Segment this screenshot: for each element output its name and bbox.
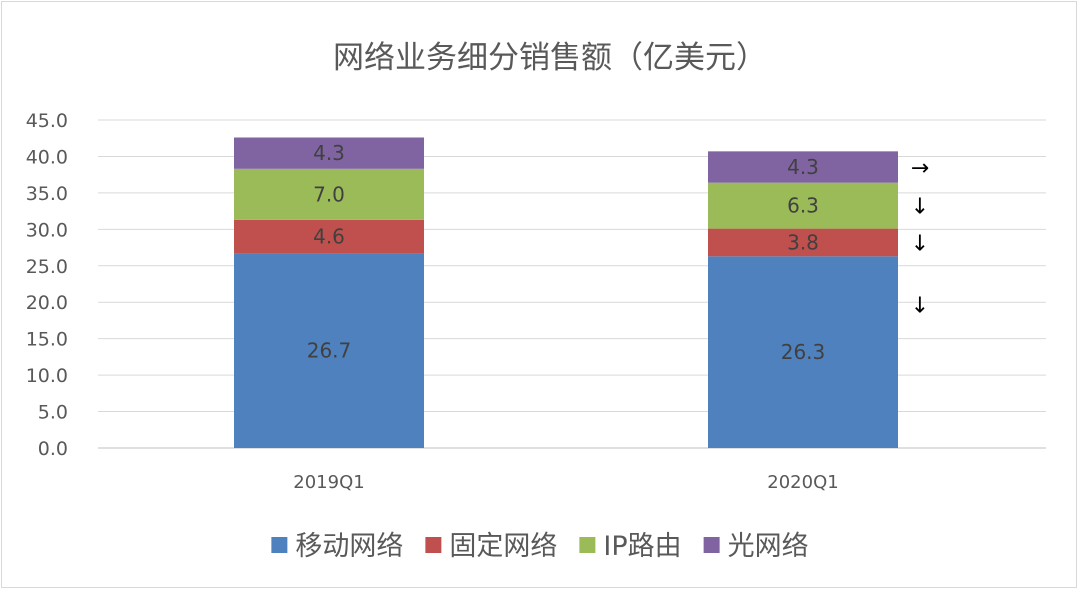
legend-swatch <box>703 537 720 553</box>
chart-title: 网络业务细分销售额（亿美元） <box>333 40 767 76</box>
y-tick-label: 45.0 <box>26 110 68 132</box>
legend-label: 光网络 <box>728 531 809 562</box>
data-label: 3.8 <box>787 230 819 254</box>
bar-segment <box>234 253 424 448</box>
x-axis: 2019Q1 2020Q1 <box>293 472 838 493</box>
legend-swatch <box>425 537 442 553</box>
annotation-arrow: ↓ <box>911 195 929 220</box>
data-label: 26.7 <box>307 339 352 363</box>
annotation-arrow: ↓ <box>911 293 929 318</box>
bar-segment <box>708 256 898 448</box>
x-tick-label: 2020Q1 <box>767 472 838 493</box>
legend-label: 固定网络 <box>449 531 557 562</box>
y-tick-label: 25.0 <box>26 256 68 278</box>
legend-swatch <box>271 537 288 553</box>
legend-label: 移动网络 <box>295 531 403 562</box>
legend: 移动网络 固定网络 IP路由 光网络 <box>271 531 809 562</box>
annotation-arrow: ↓ <box>911 231 929 256</box>
y-tick-label: 15.0 <box>26 329 68 351</box>
x-tick-label: 2019Q1 <box>293 472 364 493</box>
bars: 26.7 4.6 7.0 4.3 26.3 3.8 6.3 4.3 <box>234 137 898 448</box>
y-tick-label: 0.0 <box>38 438 68 460</box>
data-label: 4.3 <box>787 155 819 179</box>
legend-swatch <box>579 537 596 553</box>
bar-segment <box>234 137 424 169</box>
y-axis: 0.0 5.0 10.0 15.0 20.0 25.0 30.0 35.0 40.0 45.0 <box>26 110 68 460</box>
y-tick-label: 35.0 <box>26 183 68 205</box>
legend-label: IP路由 <box>603 531 681 562</box>
data-label: 6.3 <box>787 194 819 218</box>
y-tick-label: 5.0 <box>38 402 68 424</box>
data-label: 4.3 <box>313 141 345 165</box>
annotation-arrow: → <box>911 156 929 181</box>
annotations: → ↓ ↓ ↓ <box>911 156 929 318</box>
y-tick-label: 40.0 <box>26 146 68 168</box>
y-tick-label: 10.0 <box>26 365 68 387</box>
bar-segment <box>708 151 898 183</box>
bar-segment <box>708 228 898 257</box>
bar-segment <box>234 168 424 220</box>
bar-segment <box>234 219 424 254</box>
data-label: 7.0 <box>313 182 345 206</box>
bar-segment <box>708 182 898 229</box>
y-tick-label: 20.0 <box>26 292 68 314</box>
data-label: 4.6 <box>313 225 345 249</box>
data-label: 26.3 <box>781 340 826 364</box>
y-tick-label: 30.0 <box>26 219 68 241</box>
